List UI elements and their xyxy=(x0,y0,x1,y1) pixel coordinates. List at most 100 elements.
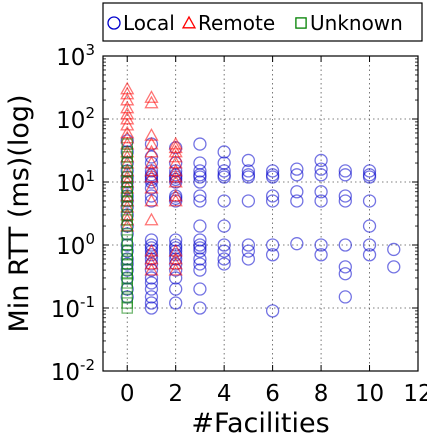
point-local xyxy=(217,145,231,159)
x-tick-label: 12 xyxy=(403,381,427,407)
point-local xyxy=(144,301,159,315)
point-local xyxy=(217,219,231,233)
point-local xyxy=(144,296,159,310)
x-tick-label: 4 xyxy=(217,381,232,407)
point-local xyxy=(193,244,207,258)
legend-marker-local xyxy=(107,16,121,30)
point-local xyxy=(265,194,280,208)
point-remote xyxy=(168,193,183,207)
point-local xyxy=(193,233,207,247)
point-local xyxy=(169,282,183,296)
point-local xyxy=(314,168,328,182)
point-remote xyxy=(168,243,183,257)
point-unknown xyxy=(121,283,133,295)
point-local xyxy=(362,194,377,208)
point-local xyxy=(314,248,328,262)
y-tick-label: 101 xyxy=(56,167,95,197)
point-unknown xyxy=(121,201,133,213)
point-local xyxy=(169,238,183,252)
point-unknown xyxy=(121,195,133,207)
point-local xyxy=(120,257,134,271)
point-local xyxy=(217,194,231,208)
point-local xyxy=(193,241,207,255)
point-local xyxy=(338,260,352,274)
x-tick-label: 0 xyxy=(120,381,135,407)
point-local xyxy=(362,219,377,233)
point-local xyxy=(362,164,377,178)
point-local xyxy=(193,189,207,203)
point-local xyxy=(314,185,328,199)
point-local xyxy=(193,238,207,252)
point-unknown xyxy=(121,277,133,289)
point-local xyxy=(362,238,377,252)
point-local xyxy=(193,301,207,315)
point-local xyxy=(241,170,256,184)
point-local xyxy=(241,164,256,178)
point-local xyxy=(144,189,159,203)
point-local xyxy=(290,194,304,208)
point-local xyxy=(193,175,207,189)
point-remote xyxy=(168,188,183,202)
point-remote xyxy=(144,95,159,109)
point-local xyxy=(144,271,159,285)
point-remote xyxy=(168,262,183,276)
point-local xyxy=(144,238,159,252)
point-remote xyxy=(144,256,159,270)
x-tick-label: 6 xyxy=(265,381,280,407)
y-tick-label: 102 xyxy=(56,104,95,134)
point-remote xyxy=(120,130,135,144)
x-tick-label: 10 xyxy=(355,381,384,407)
point-local xyxy=(241,238,256,252)
y-tick-label: 10-2 xyxy=(51,356,95,386)
point-local xyxy=(217,170,231,184)
point-remote xyxy=(144,243,159,257)
point-local xyxy=(217,164,231,178)
point-local xyxy=(217,252,231,266)
x-axis-label: #Facilities xyxy=(191,408,329,436)
point-local xyxy=(338,168,352,182)
point-remote xyxy=(144,212,159,226)
point-local xyxy=(169,296,183,310)
x-tick-labels: 0 2 4 6 8 10 12 xyxy=(120,381,427,407)
point-local xyxy=(290,237,304,251)
legend-label-local: Local xyxy=(123,11,175,35)
point-remote xyxy=(168,155,183,169)
point-local xyxy=(362,170,377,184)
point-local xyxy=(193,170,207,184)
legend-label-remote: Remote xyxy=(198,11,275,35)
legend-box xyxy=(102,2,423,42)
point-local xyxy=(144,290,159,304)
point-unknown xyxy=(121,220,133,232)
point-local xyxy=(338,164,352,178)
point-unknown xyxy=(121,165,133,177)
point-local xyxy=(193,282,207,296)
point-remote xyxy=(144,262,159,276)
point-local xyxy=(314,194,328,208)
point-local xyxy=(265,304,280,318)
point-local xyxy=(193,194,207,208)
point-local xyxy=(144,282,159,296)
point-remote xyxy=(168,136,183,150)
legend: Local Remote Unknown xyxy=(102,2,423,42)
y-tick-label: 100 xyxy=(56,230,95,260)
point-unknown xyxy=(121,214,133,226)
point-local xyxy=(217,244,231,258)
point-local xyxy=(338,267,352,281)
point-remote xyxy=(120,92,135,106)
point-local xyxy=(193,257,207,271)
point-local xyxy=(290,168,304,182)
point-unknown xyxy=(121,151,133,163)
y-tick-label: 10-1 xyxy=(51,293,95,323)
point-local xyxy=(265,189,280,203)
point-local xyxy=(193,137,207,151)
point-local xyxy=(265,238,280,252)
point-local xyxy=(387,260,401,274)
point-unknown xyxy=(121,157,133,169)
y-tick-label: 103 xyxy=(56,41,95,71)
point-local xyxy=(169,271,183,285)
series-unknown xyxy=(121,138,133,314)
point-local xyxy=(338,238,352,252)
point-local xyxy=(241,153,256,168)
